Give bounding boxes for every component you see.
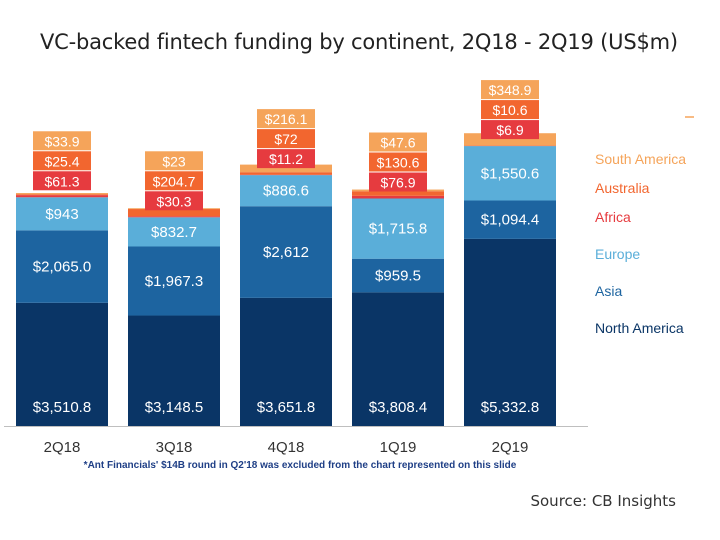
label-box-africa	[145, 191, 203, 211]
data-label-north-america: $3,651.8	[257, 399, 315, 416]
data-label-north-america: $3,148.5	[145, 399, 203, 416]
data-label-europe: $886.6	[263, 183, 309, 200]
legend-item-north-america: North America	[595, 320, 684, 336]
data-label-africa: $76.9	[380, 175, 415, 191]
label-box-australia	[257, 129, 315, 149]
bar-asia-4q18	[240, 206, 332, 298]
label-box-south-america	[369, 132, 427, 152]
x-tick-label: 1Q19	[380, 439, 417, 456]
data-label-south-america: $216.1	[265, 111, 308, 127]
bar-north-america-1q19	[352, 292, 444, 426]
data-label-europe: $832.7	[151, 224, 197, 241]
bar-europe-4q18	[240, 175, 332, 207]
data-label-australia: $130.6	[377, 155, 420, 171]
label-box-africa	[481, 120, 539, 140]
bar-africa-2q18	[16, 195, 108, 198]
label-box-australia	[145, 171, 203, 191]
label-box-africa	[33, 171, 91, 191]
legend-item-south-america: South America	[595, 151, 687, 167]
footnote: *Ant Financials' $14B round in Q2'18 was…	[83, 460, 517, 471]
bar-south-america-2q18	[16, 193, 108, 195]
bar-europe-1q19	[352, 198, 444, 259]
bar-north-america-2q18	[16, 302, 108, 426]
bar-asia-2q18	[16, 230, 108, 303]
bar-europe-2q19	[464, 146, 556, 201]
label-box-south-america	[257, 109, 315, 129]
data-label-europe: $943	[45, 206, 78, 223]
source-label: Source: CB Insights	[530, 492, 676, 510]
x-tick-label: 4Q18	[268, 439, 305, 456]
data-label-australia: $10.6	[492, 102, 527, 118]
data-label-europe: $1,550.6	[481, 165, 539, 182]
bar-australia-4q18	[240, 172, 332, 175]
bar-africa-1q19	[352, 195, 444, 199]
x-tick-label: 3Q18	[156, 439, 193, 456]
label-box-south-america	[145, 151, 203, 171]
chart-title: VC-backed fintech funding by continent, …	[40, 30, 678, 54]
data-label-australia: $25.4	[44, 153, 79, 169]
data-label-australia: $204.7	[153, 173, 196, 189]
legend-item-australia: Australia	[595, 180, 650, 196]
data-label-africa: $30.3	[156, 193, 191, 209]
bar-north-america-2q19	[464, 238, 556, 426]
bar-asia-3q18	[128, 246, 220, 316]
data-label-asia: $1,094.4	[481, 212, 539, 229]
bar-europe-2q18	[16, 197, 108, 231]
data-label-australia: $72	[274, 131, 298, 147]
label-box-australia	[481, 100, 539, 120]
label-box-africa	[369, 172, 427, 192]
bar-north-america-3q18	[128, 315, 220, 426]
data-label-asia: $2,612	[263, 244, 309, 261]
label-box-south-america	[481, 80, 539, 100]
bar-europe-3q18	[128, 217, 220, 247]
bar-africa-3q18	[128, 216, 220, 218]
legend-item-africa: Africa	[595, 209, 631, 225]
data-label-africa: $11.2	[269, 151, 303, 167]
bar-australia-3q18	[128, 209, 220, 217]
bar-north-america-4q18	[240, 297, 332, 426]
data-label-south-america: $348.9	[489, 82, 532, 98]
x-tick-labels-group: 2Q18 3Q18 4Q18 1Q19 2Q19	[44, 439, 529, 456]
legend-item-europe: Europe	[595, 246, 641, 262]
data-label-europe: $1,715.8	[369, 221, 427, 238]
x-tick-label: 2Q18	[44, 439, 81, 456]
bar-asia-1q19	[352, 258, 444, 293]
bar-australia-2q18	[16, 194, 108, 196]
label-box-south-america	[33, 131, 91, 151]
legend-item-asia: Asia	[595, 283, 623, 299]
bar-south-america-4q18	[240, 164, 332, 173]
label-box-africa	[257, 149, 315, 169]
data-label-asia: $959.5	[375, 268, 421, 285]
bar-asia-2q19	[464, 200, 556, 239]
x-tick-label: 2Q19	[492, 439, 529, 456]
data-labels-group: $3,510.8 $2,065.0 $943 $61.3 $25.4 $33.9 $3,14…	[33, 80, 539, 416]
data-label-asia: $1,967.3	[145, 273, 203, 290]
bars-group	[16, 133, 556, 426]
data-label-north-america: $5,332.8	[481, 399, 539, 416]
bar-australia-1q19	[352, 191, 444, 196]
data-label-south-america: $47.6	[380, 135, 415, 151]
data-label-south-america: $23	[162, 153, 186, 169]
data-label-asia: $2,065.0	[33, 259, 91, 276]
data-label-south-america: $33.9	[44, 133, 79, 149]
data-label-africa: $61.3	[44, 173, 79, 189]
data-label-north-america: $3,510.8	[33, 399, 91, 416]
data-label-africa: $6.9	[496, 122, 523, 138]
data-label-north-america: $3,808.4	[369, 399, 427, 416]
label-box-australia	[33, 151, 91, 171]
label-box-australia	[369, 152, 427, 172]
